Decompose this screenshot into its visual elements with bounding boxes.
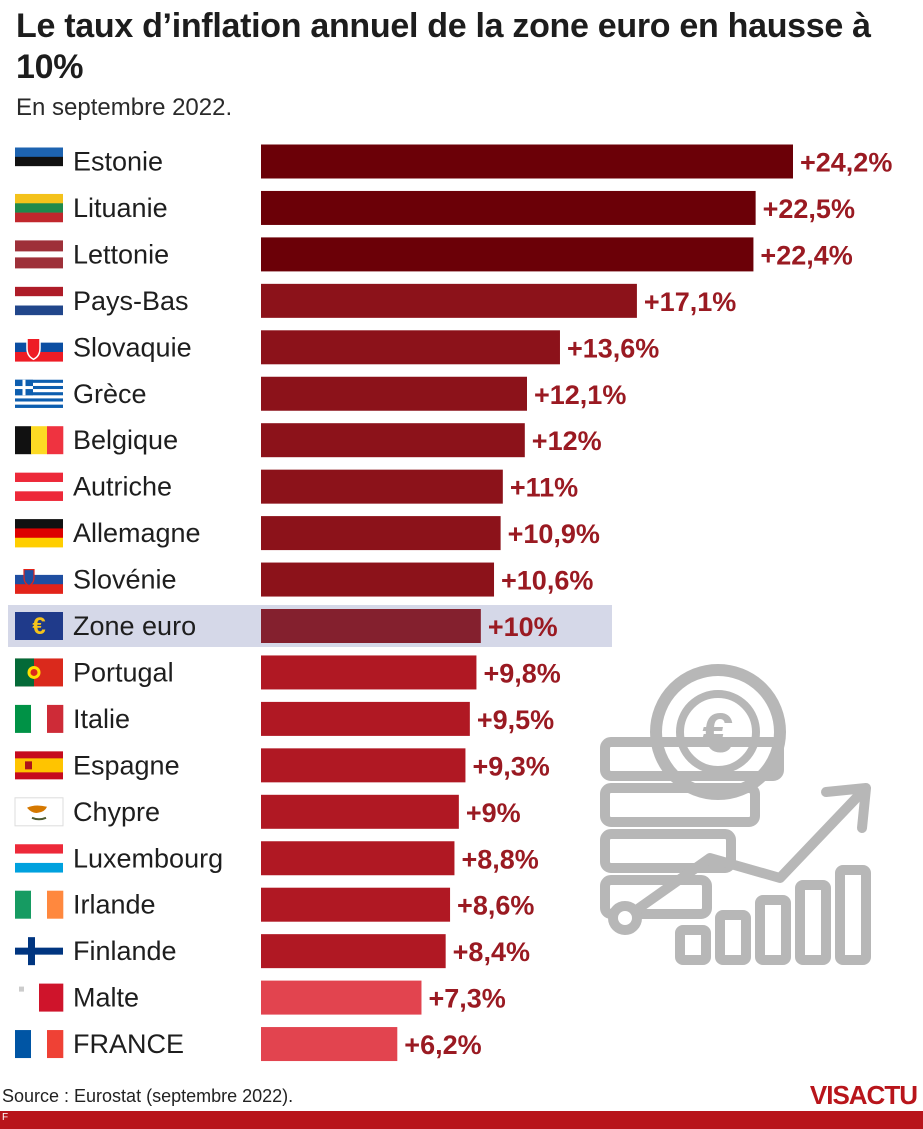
chart-subtitle: En septembre 2022. — [16, 94, 233, 121]
bar-irlande — [261, 887, 451, 922]
value-label: +22,5% — [763, 194, 855, 224]
value-label: +12,1% — [534, 380, 626, 410]
value-label: +13,6% — [567, 333, 659, 363]
category-label: Grèce — [73, 379, 147, 409]
netherlands-flag-icon — [15, 286, 63, 316]
value-label: +8,8% — [461, 844, 538, 874]
value-label: +7,3% — [428, 984, 505, 1014]
bar-italie — [261, 701, 470, 736]
france-flag-icon — [15, 1030, 64, 1059]
bar-chart: € Estonie +24,2% Lituanie +22,5% Lettonie +22,… — [8, 144, 892, 1062]
category-label: Portugal — [73, 657, 174, 687]
bar-portugal — [261, 655, 477, 690]
value-label: +9,8% — [483, 658, 560, 688]
germany-flag-icon — [15, 519, 63, 548]
bar-chypre — [261, 794, 459, 829]
slovakia-flag-icon — [15, 333, 63, 362]
category-label: Slovénie — [73, 565, 177, 595]
italy-flag-icon — [15, 704, 64, 733]
category-label: Lettonie — [73, 239, 169, 269]
portugal-flag-icon — [15, 658, 63, 687]
bar-slovaquie — [261, 330, 560, 365]
lithuania-flag-icon — [15, 193, 63, 223]
value-label: +9,3% — [472, 751, 549, 781]
finland-flag-icon — [15, 937, 63, 966]
bar-luxembourg — [261, 841, 455, 876]
category-label: FRANCE — [73, 1029, 184, 1059]
category-label: Zone euro — [73, 611, 196, 641]
svg-text:€: € — [702, 701, 733, 764]
category-label: Estonie — [73, 147, 163, 177]
bar-autriche — [261, 469, 503, 504]
greece-flag-icon — [15, 379, 63, 408]
category-label: Italie — [73, 704, 130, 734]
value-label: +9,5% — [477, 705, 554, 735]
bar-lituanie — [261, 190, 756, 225]
footer-bar — [0, 1111, 923, 1129]
category-label: Espagne — [73, 750, 180, 780]
footer-letter: F — [2, 1112, 9, 1123]
belgium-flag-icon — [15, 426, 64, 455]
value-label: +22,4% — [760, 240, 852, 270]
category-label: Malte — [73, 983, 139, 1013]
bar-belgique — [261, 423, 525, 458]
coins-chart-icon: € — [600, 664, 871, 965]
category-label: Finlande — [73, 936, 177, 966]
cyprus-flag-icon — [14, 797, 64, 827]
bar-slovénie — [261, 562, 495, 597]
bar-finlande — [261, 934, 446, 969]
value-label: +8,6% — [457, 891, 534, 921]
estonia-flag-icon — [15, 147, 63, 176]
value-label: +9% — [466, 798, 521, 828]
category-label: Allemagne — [73, 518, 201, 548]
luxembourg-flag-icon — [15, 844, 63, 873]
value-label: +8,4% — [453, 937, 530, 967]
chart-title: Le taux d’inflation annuel de la zone eu… — [16, 7, 871, 86]
bar-estonie — [261, 144, 793, 179]
austria-flag-icon — [15, 472, 63, 501]
bar-grèce — [261, 376, 527, 411]
euro-icon: € — [15, 612, 63, 640]
value-label: +10,6% — [501, 566, 593, 596]
slovenia-flag-icon — [15, 565, 63, 594]
category-label: Lituanie — [73, 193, 168, 223]
spain-flag-icon — [15, 751, 63, 780]
category-label: Belgique — [73, 425, 178, 455]
brand-logo: VISACTU — [809, 1080, 918, 1110]
value-label: +12% — [532, 426, 602, 456]
value-label: +10,9% — [508, 519, 600, 549]
bar-malte — [261, 980, 422, 1015]
malta-flag-icon — [15, 983, 64, 1012]
bar-lettonie — [261, 237, 754, 272]
category-label: Slovaquie — [73, 332, 192, 362]
category-label: Luxembourg — [73, 843, 223, 873]
category-label: Irlande — [73, 890, 156, 920]
bar-pays-bas — [261, 283, 637, 318]
bar-allemagne — [261, 516, 501, 551]
source-note: Source : Eurostat (septembre 2022). — [2, 1086, 294, 1106]
bar-espagne — [261, 748, 466, 783]
value-label: +17,1% — [644, 287, 736, 317]
category-label: Autriche — [73, 472, 172, 502]
category-label: Pays-Bas — [73, 286, 189, 316]
value-label: +6,2% — [404, 1030, 481, 1060]
bar-france — [261, 1027, 398, 1062]
value-label: +10% — [488, 612, 558, 642]
category-label: Chypre — [73, 797, 160, 827]
svg-text:€: € — [32, 613, 45, 640]
value-label: +11% — [510, 473, 578, 503]
value-label: +24,2% — [800, 148, 892, 178]
ireland-flag-icon — [15, 890, 64, 919]
latvia-flag-icon — [15, 240, 63, 269]
bar-zone-euro — [261, 609, 481, 643]
